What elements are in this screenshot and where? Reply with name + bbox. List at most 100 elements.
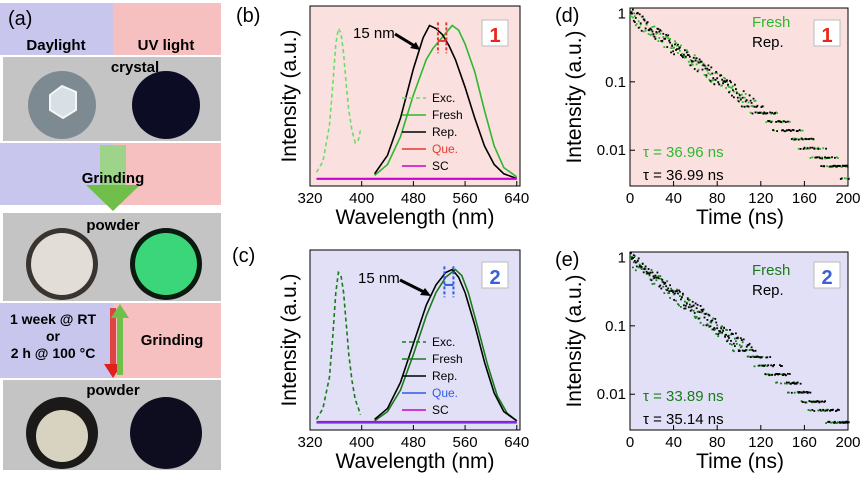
panel-e-point-rep [659, 284, 662, 287]
panel-d-point-rep [784, 130, 786, 133]
panel-e-point-fresh [809, 409, 812, 412]
panel-d-point-rep [635, 12, 638, 15]
panel-e-point-fresh [823, 409, 826, 412]
panel-d-point-rep [670, 51, 672, 54]
panel-d-xlabel: Time (ns) [696, 206, 784, 229]
panel-d-point-rep [763, 111, 766, 114]
panel-d-point-rep [742, 90, 745, 93]
panel-e-point-rep [748, 342, 751, 345]
panel-b-xtick-label: 400 [349, 190, 374, 207]
panel-b-xlabel: Wavelength (nm) [335, 206, 494, 229]
panel-e-point-rep [766, 356, 769, 359]
panel-e-point-rep [693, 312, 696, 314]
panel-e-tau-fresh: τ = 33.89 ns [643, 388, 724, 405]
panel-d-point-rep [758, 111, 761, 114]
panel-d-point-rep [641, 15, 644, 18]
panel-d-point-fresh [644, 29, 647, 32]
panel-e-point-rep [774, 373, 776, 376]
panel-d-point-rep [769, 111, 772, 114]
panel-e-point-fresh [688, 298, 691, 301]
panel-e-point-rep [818, 401, 821, 404]
panel-d-point-rep [711, 72, 714, 75]
panel-e-xtick-label: 40 [665, 434, 682, 451]
panel-e-point-fresh [675, 299, 677, 302]
panel-d-point-fresh [674, 40, 676, 43]
panel-e-point-rep [815, 400, 818, 403]
panel-d-point-rep [780, 121, 782, 123]
panel-d-point-fresh [686, 51, 689, 53]
panel-e-point-rep [789, 382, 792, 385]
panel-c-badge: 2 [489, 267, 500, 289]
panel-d-point-rep [650, 28, 653, 31]
panel-e-point-fresh [691, 305, 694, 308]
panel-e-point-rep [650, 279, 653, 282]
panel-e-point-fresh [684, 307, 687, 310]
panel-d-point-rep [689, 64, 692, 67]
panel-d-point-rep [715, 71, 718, 73]
panel-e-point-rep [632, 257, 634, 259]
panel-d-point-rep [659, 29, 662, 31]
panel-e-plot-marks: 0 40 80 120 160 200 0.01 0.1 1 [597, 249, 861, 451]
panel-d-point-rep [656, 27, 659, 30]
panel-d-point-fresh [822, 147, 825, 150]
panel-d-point-fresh [754, 99, 757, 102]
panel-d-point-rep [682, 56, 684, 59]
panel-d-point-rep [675, 49, 677, 51]
panel-e-point-rep [834, 420, 836, 423]
panel-e-point-rep [814, 400, 817, 403]
panel-c-legend: Exc. Fresh Rep. Que. SC [402, 335, 463, 417]
panel-e-point-rep [675, 290, 677, 293]
panel-e-point-fresh [640, 268, 643, 270]
panel-d-point-rep [679, 46, 681, 49]
panel-d-point-fresh [679, 49, 681, 52]
panel-e-point-fresh [746, 355, 749, 358]
panel-b-legend-label: Fresh [432, 108, 463, 122]
panel-d-point-rep [731, 94, 733, 97]
panel-d-point-rep [732, 89, 734, 92]
panel-e-point-fresh [700, 311, 703, 314]
panel-d-point-rep [727, 83, 729, 86]
panel-d-point-fresh [834, 164, 836, 167]
panel-e-point-rep [653, 276, 656, 279]
panel-d-point-fresh [672, 47, 674, 49]
panel-d-point-fresh [784, 120, 786, 123]
panel-d-point-fresh [722, 80, 724, 83]
panel-e-point-fresh [632, 266, 634, 269]
panel-d-xtick-label: 40 [665, 190, 682, 207]
panel-d-point-rep [821, 157, 824, 160]
panel-d-point-fresh [805, 147, 808, 150]
panel-d-point-rep [680, 54, 682, 56]
panel-e-point-fresh [770, 374, 773, 376]
panel-e-point-fresh [693, 315, 696, 318]
panel-e-point-rep [762, 364, 765, 367]
panel-d-point-fresh [696, 60, 699, 63]
panel-e-point-rep [742, 338, 745, 341]
panel-d-point-fresh [638, 26, 641, 29]
panel-d-point-rep [806, 147, 809, 150]
panel-e-point-fresh [727, 339, 729, 342]
panel-d-point-fresh [702, 62, 705, 65]
panel-e-point-fresh [689, 306, 692, 309]
panel-e-point-rep [833, 421, 835, 424]
panel-e-point-rep [647, 268, 650, 270]
panel-d-point-rep [676, 48, 678, 50]
panel-d-point-rep [823, 165, 826, 167]
grinding-label-1: Grinding [82, 170, 145, 187]
panel-d-point-fresh [820, 157, 823, 160]
panel-d-point-fresh [808, 147, 811, 150]
panel-e-point-rep [801, 401, 804, 403]
panel-e-point-rep [715, 321, 718, 324]
panel-d-point-fresh [681, 52, 683, 55]
panel-d-point-fresh [824, 157, 826, 160]
grinding-arrow-shaft [100, 145, 126, 185]
panel-e-point-rep [831, 409, 833, 411]
panel-d-point-rep [837, 165, 839, 167]
panel-d-point-fresh [710, 81, 713, 83]
panel-e-point-rep [784, 373, 786, 376]
panel-d-point-rep [736, 96, 739, 99]
panel-d-point-rep [811, 146, 814, 149]
panel-d-point-fresh [831, 166, 833, 168]
panel-e-point-fresh [825, 422, 827, 424]
panel-e-point-fresh [811, 401, 814, 404]
panel-e-point-rep [697, 317, 700, 320]
